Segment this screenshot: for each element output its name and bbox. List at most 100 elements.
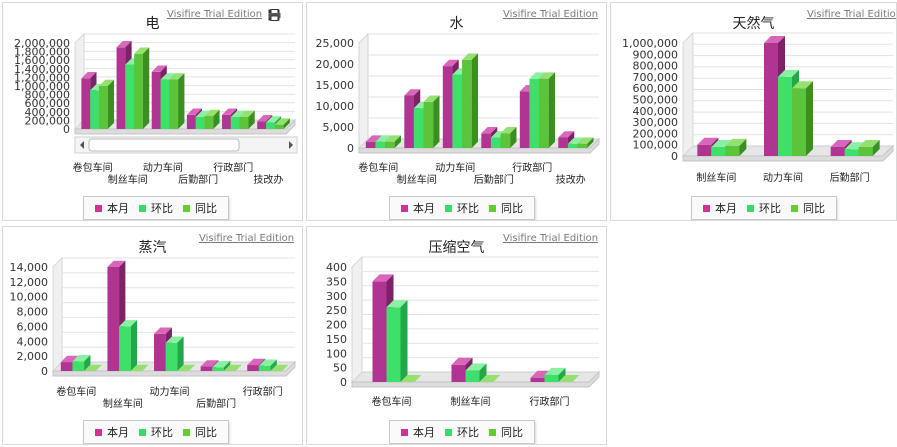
bar-natural-gas-2-2[interactable] bbox=[858, 139, 880, 156]
chart-svg: 2,000,0001,800,0001,600,0001,400,0001,20… bbox=[14, 32, 298, 186]
bar-water-2-1[interactable] bbox=[423, 95, 440, 149]
legend-item[interactable]: 环比 bbox=[139, 424, 173, 440]
bar-steam-2-1[interactable] bbox=[130, 364, 149, 371]
bar-electricity-2-2[interactable] bbox=[169, 73, 185, 129]
chart-side-wall bbox=[52, 256, 63, 373]
legend-label: 本月 bbox=[107, 426, 129, 439]
x-category-label: 技改办 bbox=[253, 173, 283, 186]
chart-panel-steam: 蒸汽 Visifire Trial Edition 14,000 12,000 10,0… bbox=[2, 226, 303, 445]
x-category-label: 卷包车间 bbox=[73, 161, 113, 174]
bar-compressed-air-1-1[interactable] bbox=[465, 363, 487, 383]
y-tick-label: 300,000 bbox=[633, 116, 679, 129]
legend-item[interactable]: 环比 bbox=[445, 424, 479, 440]
bar-steam-1-0[interactable] bbox=[72, 355, 91, 371]
bar-compressed-air-2-0[interactable] bbox=[400, 375, 422, 382]
bar-compressed-air-2-1[interactable] bbox=[479, 375, 501, 382]
watermark-link[interactable]: Visifire Trial Edition bbox=[807, 9, 897, 20]
watermark-link[interactable]: Visifire Trial Edition bbox=[503, 9, 599, 20]
legend-swatch bbox=[401, 428, 408, 436]
legend-item[interactable]: 同比 bbox=[791, 200, 825, 216]
bar-natural-gas-2-1[interactable] bbox=[792, 81, 813, 156]
print-icon[interactable] bbox=[268, 9, 281, 21]
legend-item[interactable]: 本月 bbox=[95, 424, 129, 440]
watermark-link[interactable]: Visifire Trial Edition bbox=[199, 233, 295, 244]
x-category-label: 卷包车间 bbox=[56, 385, 96, 398]
legend-item[interactable]: 本月 bbox=[703, 200, 737, 216]
y-tick-label: 400,000 bbox=[633, 105, 679, 118]
legend-item[interactable]: 环比 bbox=[445, 200, 479, 216]
legend-label: 环比 bbox=[759, 202, 781, 215]
x-category-label: 行政部门 bbox=[213, 161, 253, 174]
bar-steam-1-1[interactable] bbox=[119, 320, 138, 371]
bar-electricity-2-4[interactable] bbox=[239, 110, 255, 129]
bar-steam-1-3[interactable] bbox=[212, 360, 231, 371]
x-category-label: 行政部门 bbox=[512, 161, 552, 174]
legend-label: 同比 bbox=[501, 202, 523, 215]
bar-compressed-air-2-2[interactable] bbox=[558, 375, 580, 382]
y-tick-label: 100,000 bbox=[633, 139, 679, 152]
y-tick-label: 2,000 bbox=[17, 350, 49, 363]
bar-water-2-0[interactable] bbox=[385, 135, 401, 148]
legend-item[interactable]: 环比 bbox=[747, 200, 781, 216]
bar-steam-1-2[interactable] bbox=[165, 336, 184, 371]
bar-water-2-5[interactable] bbox=[577, 137, 594, 149]
chart-title: 水 bbox=[449, 16, 464, 32]
bar-electricity-2-5[interactable] bbox=[274, 118, 290, 129]
x-category-label: 后勤部门 bbox=[196, 397, 236, 410]
bar-electricity-2-0[interactable] bbox=[98, 79, 115, 129]
bar-steam-2-0[interactable] bbox=[84, 364, 103, 371]
legend-swatch bbox=[489, 204, 496, 212]
bar-steam-2-4[interactable] bbox=[270, 364, 289, 371]
x-category-label: 行政部门 bbox=[530, 395, 570, 408]
x-category-label: 制丝车间 bbox=[108, 173, 148, 186]
chart-base bbox=[682, 144, 894, 162]
y-tick-label: 800,000 bbox=[633, 60, 679, 73]
legend-item[interactable]: 本月 bbox=[401, 200, 435, 216]
y-tick-label: 500,000 bbox=[633, 94, 679, 107]
watermark-link[interactable]: Visifire Trial Edition bbox=[167, 9, 263, 20]
bar-water-2-3[interactable] bbox=[500, 127, 517, 148]
chart-base bbox=[52, 360, 296, 377]
legend-item[interactable]: 同比 bbox=[489, 424, 523, 440]
legend-item[interactable]: 本月 bbox=[401, 424, 435, 440]
chart-base bbox=[74, 118, 296, 135]
x-category-label: 后勤部门 bbox=[474, 173, 514, 186]
bar-electricity-2-1[interactable] bbox=[134, 47, 150, 130]
bar-compressed-air-1-2[interactable] bbox=[544, 367, 566, 382]
legend-swatch bbox=[139, 428, 146, 436]
legend-label: 本月 bbox=[715, 202, 737, 215]
chart-legend: 本月 环比 同比 bbox=[389, 196, 535, 220]
x-category-label: 制丝车间 bbox=[397, 173, 437, 186]
legend-item[interactable]: 本月 bbox=[95, 200, 129, 216]
x-category-label: 动力车间 bbox=[763, 171, 803, 184]
watermark-link[interactable]: Visifire Trial Edition bbox=[503, 233, 599, 244]
y-tick-label: 350 bbox=[326, 275, 347, 288]
legend-item[interactable]: 同比 bbox=[183, 200, 217, 216]
horizontal-scrollbar[interactable] bbox=[74, 136, 298, 154]
y-tick-label: 200 bbox=[326, 319, 347, 332]
chart-panel-electricity: 电 Visifire Trial Edition 2,000,000 1,800,00… bbox=[2, 2, 303, 221]
y-tick-label: 5,000 bbox=[323, 121, 355, 134]
bar-water-2-2[interactable] bbox=[462, 53, 478, 149]
chart-panel-compressed-air: 压缩空气 Visifire Trial Edition 400 350 300 250 20… bbox=[306, 226, 607, 445]
legend-item[interactable]: 同比 bbox=[183, 424, 217, 440]
legend-item[interactable]: 同比 bbox=[489, 200, 523, 216]
bar-electricity-2-3[interactable] bbox=[204, 109, 220, 129]
bar-compressed-air-1-0[interactable] bbox=[386, 300, 408, 382]
legend-label: 本月 bbox=[413, 202, 435, 215]
y-tick-label: 10,000 bbox=[10, 291, 49, 304]
x-category-label: 动力车间 bbox=[435, 161, 475, 174]
y-tick-label: 700,000 bbox=[633, 71, 679, 84]
legend-swatch bbox=[703, 204, 710, 212]
bar-steam-2-3[interactable] bbox=[223, 364, 242, 371]
bar-natural-gas-2-0[interactable] bbox=[725, 138, 747, 156]
bar-steam-2-2[interactable] bbox=[177, 364, 196, 371]
x-category-label: 制丝车间 bbox=[451, 395, 491, 408]
bar-steam-1-4[interactable] bbox=[258, 359, 277, 372]
bar-water-2-4[interactable] bbox=[539, 72, 555, 148]
chart-base bbox=[351, 370, 600, 388]
legend-item[interactable]: 环比 bbox=[139, 200, 173, 216]
legend-label: 环比 bbox=[457, 426, 479, 439]
y-tick-label: 14,000 bbox=[10, 261, 49, 274]
